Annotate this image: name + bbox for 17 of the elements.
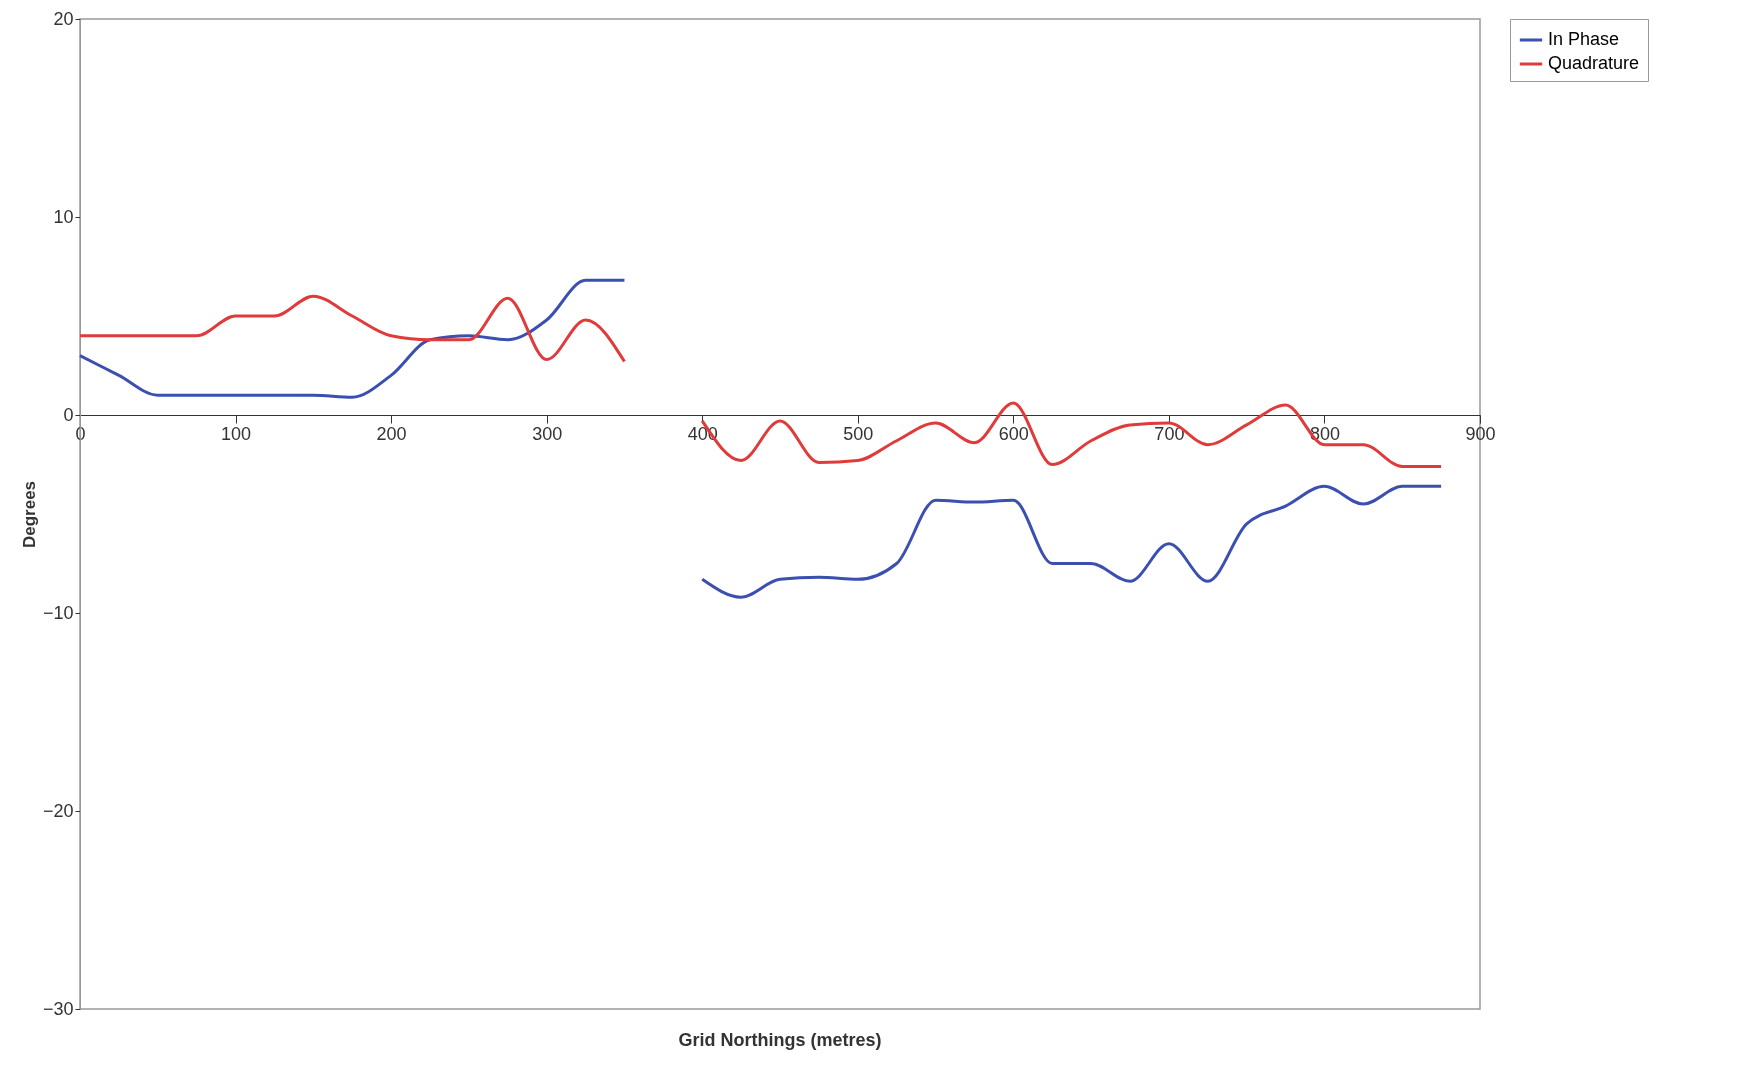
- legend-label: In Phase: [1548, 29, 1620, 49]
- y-tick-label: 0: [63, 404, 74, 425]
- x-tick-label: 700: [1154, 423, 1185, 444]
- y-tick-label: 20: [53, 8, 74, 29]
- x-tick-label: 200: [376, 423, 407, 444]
- y-tick-label: −20: [42, 800, 74, 821]
- x-tick-label: 500: [843, 423, 874, 444]
- x-tick-label: 100: [221, 423, 252, 444]
- y-tick-label: −30: [42, 998, 74, 1019]
- x-tick-label: 900: [1465, 423, 1496, 444]
- x-tick-label: 600: [998, 423, 1029, 444]
- legend-label: Quadrature: [1548, 53, 1640, 73]
- y-tick-label: −10: [42, 602, 74, 623]
- y-tick-label: 10: [53, 206, 74, 227]
- x-tick-label: 300: [532, 423, 563, 444]
- y-axis-title: Degrees: [19, 480, 39, 549]
- x-axis-title: Grid Northings (metres): [678, 1030, 882, 1050]
